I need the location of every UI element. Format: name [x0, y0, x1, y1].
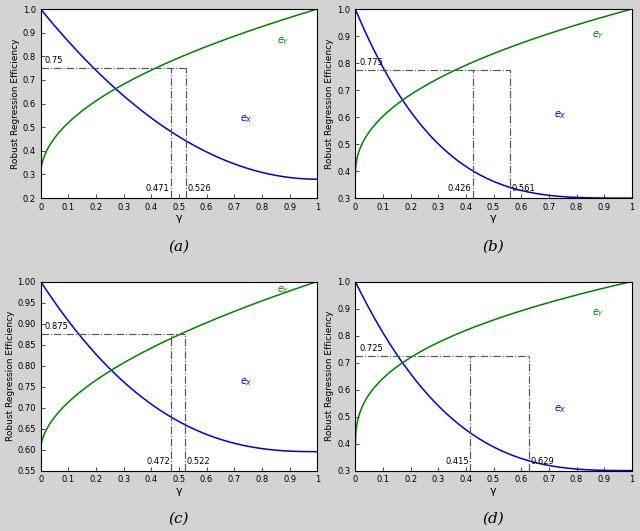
Y-axis label: Robust Regression Efficiency: Robust Regression Efficiency: [6, 311, 15, 441]
Text: 0.725: 0.725: [360, 344, 383, 353]
X-axis label: γ: γ: [175, 213, 182, 224]
Text: $e_Y$: $e_Y$: [277, 36, 290, 47]
Text: $e_Y$: $e_Y$: [592, 307, 604, 319]
Text: (b): (b): [483, 239, 504, 254]
Text: 0.775: 0.775: [360, 58, 383, 67]
Text: (c): (c): [169, 512, 189, 526]
Text: 0.472: 0.472: [146, 457, 170, 466]
Text: (a): (a): [168, 239, 189, 254]
Text: $e_X$: $e_X$: [240, 113, 253, 125]
X-axis label: γ: γ: [175, 486, 182, 496]
Y-axis label: Robust Regression Efficiency: Robust Regression Efficiency: [11, 38, 20, 169]
Text: $e_Y$: $e_Y$: [277, 284, 290, 296]
Text: 0.522: 0.522: [186, 457, 210, 466]
Text: 0.75: 0.75: [45, 56, 63, 65]
Text: $e_Y$: $e_Y$: [592, 29, 604, 41]
Text: $e_X$: $e_X$: [554, 109, 567, 121]
Text: $e_X$: $e_X$: [554, 403, 567, 415]
Text: 0.526: 0.526: [188, 184, 211, 193]
Text: 0.426: 0.426: [448, 184, 472, 193]
Text: 0.415: 0.415: [445, 457, 468, 466]
Y-axis label: Robust Regression Efficiency: Robust Regression Efficiency: [325, 311, 335, 441]
Y-axis label: Robust Regression Efficiency: Robust Regression Efficiency: [325, 38, 335, 169]
Text: 0.629: 0.629: [531, 457, 554, 466]
Text: 0.471: 0.471: [146, 184, 170, 193]
X-axis label: γ: γ: [490, 486, 497, 496]
Text: 0.561: 0.561: [512, 184, 536, 193]
X-axis label: γ: γ: [490, 213, 497, 224]
Text: 0.875: 0.875: [45, 322, 68, 331]
Text: (d): (d): [483, 512, 504, 526]
Text: $e_X$: $e_X$: [240, 376, 253, 388]
